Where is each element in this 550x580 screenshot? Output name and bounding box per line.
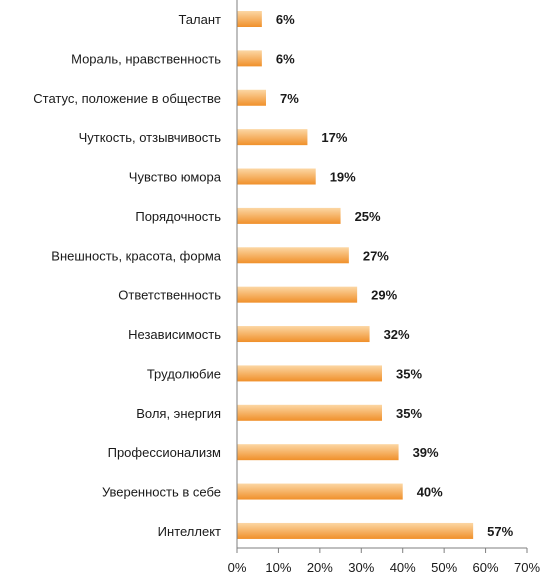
data-label: 17% bbox=[321, 130, 347, 145]
x-tick-label: 50% bbox=[431, 560, 457, 575]
data-label: 6% bbox=[276, 12, 295, 27]
category-label: Уверенность в себе bbox=[102, 485, 221, 500]
x-axis: 0% 10% 20% 30% 40% 50% 60% 70% bbox=[228, 0, 540, 575]
data-label: 25% bbox=[355, 209, 381, 224]
x-tick-label: 40% bbox=[390, 560, 416, 575]
data-label: 32% bbox=[384, 327, 410, 342]
category-label: Трудолюбие bbox=[147, 366, 221, 381]
bar bbox=[237, 286, 358, 303]
data-label: 39% bbox=[413, 445, 439, 460]
data-label: 57% bbox=[487, 524, 513, 539]
category-label: Чувство юмора bbox=[129, 170, 222, 185]
data-label: 29% bbox=[371, 288, 397, 303]
category-label: Интеллект bbox=[158, 524, 221, 539]
bar bbox=[237, 326, 370, 343]
bar bbox=[237, 247, 349, 264]
data-label: 7% bbox=[280, 91, 299, 106]
data-label: 27% bbox=[363, 248, 389, 263]
bar bbox=[237, 365, 382, 382]
category-label: Талант bbox=[178, 12, 221, 27]
category-labels: Талант Мораль, нравственность Статус, поло… bbox=[33, 12, 222, 539]
data-label: 35% bbox=[396, 366, 422, 381]
x-tick-label: 60% bbox=[473, 560, 499, 575]
value-labels: 6% 6% 7% 17% 19% 25% 27% 29% 32% 35% 35% 39% 40% 57% bbox=[276, 12, 514, 539]
bar bbox=[237, 444, 399, 461]
bars-group bbox=[237, 11, 474, 539]
bar bbox=[237, 50, 262, 67]
category-label: Воля, энергия bbox=[136, 406, 221, 421]
data-label: 6% bbox=[276, 51, 295, 66]
category-label: Чуткость, отзывчивость bbox=[79, 130, 222, 145]
data-label: 40% bbox=[417, 485, 443, 500]
category-label: Порядочность bbox=[135, 209, 221, 224]
bar bbox=[237, 522, 474, 539]
category-label: Внешность, красота, форма bbox=[51, 248, 221, 263]
data-label: 35% bbox=[396, 406, 422, 421]
category-label: Статус, положение в обществе bbox=[33, 91, 221, 106]
x-tick-label: 70% bbox=[514, 560, 540, 575]
bar bbox=[237, 483, 403, 500]
data-label: 19% bbox=[330, 170, 356, 185]
bar bbox=[237, 168, 316, 185]
x-tick-label: 30% bbox=[348, 560, 374, 575]
x-tick-label: 0% bbox=[228, 560, 247, 575]
category-label: Мораль, нравственность bbox=[71, 51, 221, 66]
bar bbox=[237, 129, 308, 146]
bar bbox=[237, 11, 262, 27]
category-label: Профессионализм bbox=[108, 445, 221, 460]
bar bbox=[237, 89, 266, 106]
x-tick-label: 20% bbox=[307, 560, 333, 575]
category-label: Независимость bbox=[128, 327, 221, 342]
bar bbox=[237, 404, 382, 421]
category-label: Ответственность bbox=[118, 288, 221, 303]
bar bbox=[237, 207, 341, 224]
x-tick-label: 10% bbox=[265, 560, 291, 575]
